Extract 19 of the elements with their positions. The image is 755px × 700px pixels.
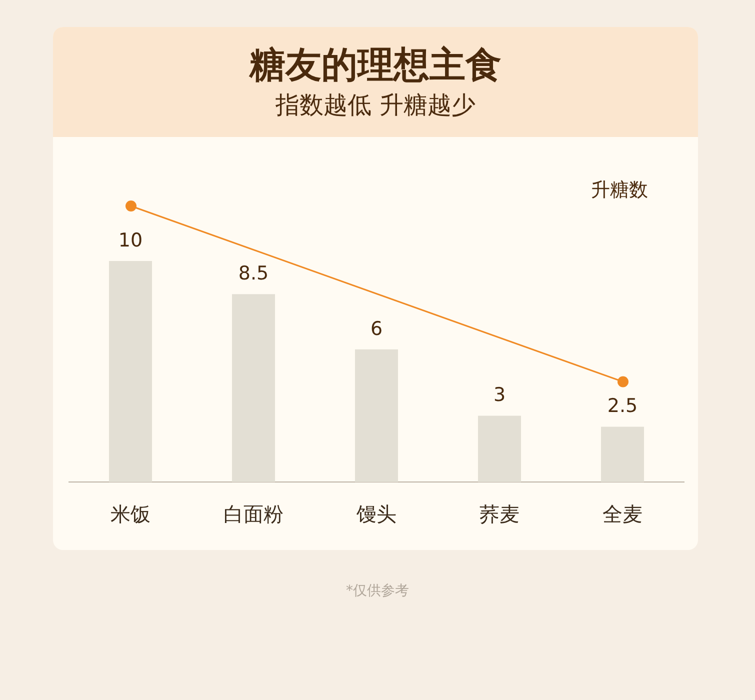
bar	[354, 349, 398, 482]
chart-subtitle: 指数越低 升糖越少	[274, 90, 476, 121]
text: *仅供参考	[345, 582, 410, 600]
x-tick-label: 馒头	[356, 502, 396, 526]
data-label: 2.5	[607, 395, 638, 418]
bar	[232, 294, 276, 482]
x-tick-label: 荞麦	[480, 502, 520, 526]
chart-title: 糖友的理想主食	[248, 44, 502, 88]
bar	[478, 416, 522, 482]
bar	[108, 261, 152, 482]
y-axis-title: 升糖数	[591, 178, 648, 203]
data-label: 6	[370, 318, 383, 340]
data-label: 8.5	[238, 262, 269, 285]
bar	[600, 426, 644, 482]
x-tick-label: 米饭	[110, 502, 150, 526]
data-label: 3	[493, 384, 506, 406]
x-tick-label: 白面粉	[224, 502, 284, 526]
data-label: 10	[118, 229, 143, 252]
x-tick-label: 全麦	[602, 502, 642, 526]
